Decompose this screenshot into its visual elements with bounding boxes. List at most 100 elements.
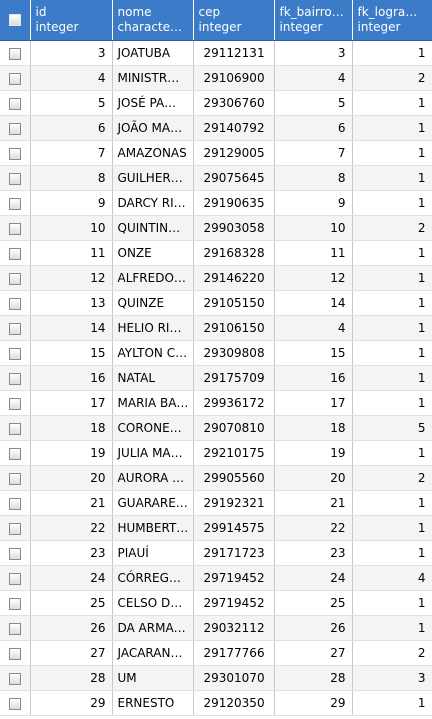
cell-fk-logradouro[interactable]: 2 (352, 465, 432, 491)
table-row[interactable]: 14 HELIO RI… 29106150 4 1 (0, 315, 432, 341)
cell-nome[interactable]: QUINTIN… (112, 215, 194, 241)
cell-fk-logradouro[interactable]: 1 (352, 390, 432, 416)
cell-nome[interactable]: HUMBERT… (112, 515, 194, 541)
cell-nome[interactable]: GUARARE… (112, 490, 194, 516)
cell-cep[interactable]: 29190635 (193, 190, 275, 216)
cell-id[interactable]: 22 (30, 515, 113, 541)
table-row[interactable]: 10 QUINTIN… 29903058 10 2 (0, 215, 432, 241)
column-header-fk-bairro[interactable]: fk_bairro… integer (274, 0, 353, 41)
cell-nome[interactable]: MINISTR… (112, 65, 194, 91)
cell-fk-bairro[interactable]: 11 (274, 240, 353, 266)
cell-cep[interactable]: 29903058 (193, 215, 275, 241)
cell-fk-logradouro[interactable]: 1 (352, 140, 432, 166)
column-header-nome[interactable]: nome characte… (112, 0, 194, 41)
row-select-checkbox[interactable] (0, 390, 31, 416)
table-row[interactable]: 7 AMAZONAS 29129005 7 1 (0, 140, 432, 166)
row-select-checkbox[interactable] (0, 515, 31, 541)
cell-fk-logradouro[interactable]: 4 (352, 565, 432, 591)
cell-fk-logradouro[interactable]: 1 (352, 490, 432, 516)
row-select-checkbox[interactable] (0, 65, 31, 91)
cell-cep[interactable]: 29106150 (193, 315, 275, 341)
cell-cep[interactable]: 29129005 (193, 140, 275, 166)
cell-cep[interactable]: 29070810 (193, 415, 275, 441)
cell-fk-bairro[interactable]: 25 (274, 590, 353, 616)
cell-cep[interactable]: 29075645 (193, 165, 275, 191)
cell-fk-logradouro[interactable]: 2 (352, 640, 432, 666)
cell-fk-bairro[interactable]: 24 (274, 565, 353, 591)
cell-fk-logradouro[interactable]: 1 (352, 340, 432, 366)
cell-fk-logradouro[interactable]: 1 (352, 165, 432, 191)
cell-nome[interactable]: AURORA … (112, 465, 194, 491)
column-header-fk-logradouro[interactable]: fk_logra… integer (352, 0, 432, 41)
cell-cep[interactable]: 29914575 (193, 515, 275, 541)
cell-nome[interactable]: CELSO D… (112, 590, 194, 616)
row-select-checkbox[interactable] (0, 165, 31, 191)
cell-nome[interactable]: ERNESTO (112, 690, 194, 716)
cell-id[interactable]: 25 (30, 590, 113, 616)
cell-cep[interactable]: 29936172 (193, 390, 275, 416)
cell-fk-logradouro[interactable]: 1 (352, 590, 432, 616)
table-row[interactable]: 17 MARIA BA… 29936172 17 1 (0, 390, 432, 416)
row-select-checkbox[interactable] (0, 240, 31, 266)
cell-nome[interactable]: QUINZE (112, 290, 194, 316)
row-select-checkbox[interactable] (0, 565, 31, 591)
row-select-checkbox[interactable] (0, 40, 31, 66)
cell-fk-bairro[interactable]: 22 (274, 515, 353, 541)
cell-id[interactable]: 4 (30, 65, 113, 91)
table-row[interactable]: 28 UM 29301070 28 3 (0, 665, 432, 691)
cell-id[interactable]: 12 (30, 265, 113, 291)
cell-id[interactable]: 19 (30, 440, 113, 466)
row-select-checkbox[interactable] (0, 115, 31, 141)
row-select-checkbox[interactable] (0, 265, 31, 291)
cell-cep[interactable]: 29719452 (193, 565, 275, 591)
cell-fk-bairro[interactable]: 6 (274, 115, 353, 141)
table-row[interactable]: 11 ONZE 29168328 11 1 (0, 240, 432, 266)
row-select-checkbox[interactable] (0, 140, 31, 166)
cell-fk-bairro[interactable]: 15 (274, 340, 353, 366)
row-select-checkbox[interactable] (0, 340, 31, 366)
cell-fk-bairro[interactable]: 12 (274, 265, 353, 291)
cell-nome[interactable]: UM (112, 665, 194, 691)
row-select-checkbox[interactable] (0, 440, 31, 466)
cell-id[interactable]: 15 (30, 340, 113, 366)
table-row[interactable]: 6 JOÃO MA… 29140792 6 1 (0, 115, 432, 141)
cell-id[interactable]: 9 (30, 190, 113, 216)
cell-id[interactable]: 18 (30, 415, 113, 441)
cell-nome[interactable]: ONZE (112, 240, 194, 266)
row-select-checkbox[interactable] (0, 490, 31, 516)
cell-fk-logradouro[interactable]: 1 (352, 365, 432, 391)
cell-fk-bairro[interactable]: 9 (274, 190, 353, 216)
cell-id[interactable]: 28 (30, 665, 113, 691)
row-select-checkbox[interactable] (0, 415, 31, 441)
table-row[interactable]: 3 JOATUBA 29112131 3 1 (0, 40, 432, 66)
cell-id[interactable]: 17 (30, 390, 113, 416)
cell-fk-logradouro[interactable]: 2 (352, 215, 432, 241)
cell-nome[interactable]: GUILHER… (112, 165, 194, 191)
cell-fk-bairro[interactable]: 16 (274, 365, 353, 391)
cell-fk-logradouro[interactable]: 2 (352, 65, 432, 91)
cell-nome[interactable]: CÓRREG… (112, 565, 194, 591)
cell-fk-logradouro[interactable]: 1 (352, 90, 432, 116)
row-select-checkbox[interactable] (0, 365, 31, 391)
row-select-checkbox[interactable] (0, 290, 31, 316)
cell-fk-logradouro[interactable]: 1 (352, 40, 432, 66)
cell-id[interactable]: 11 (30, 240, 113, 266)
table-row[interactable]: 23 PIAUÍ 29171723 23 1 (0, 540, 432, 566)
cell-nome[interactable]: AYLTON C… (112, 340, 194, 366)
cell-fk-bairro[interactable]: 18 (274, 415, 353, 441)
cell-id[interactable]: 7 (30, 140, 113, 166)
cell-fk-logradouro[interactable]: 1 (352, 515, 432, 541)
table-row[interactable]: 5 JOSÉ PA… 29306760 5 1 (0, 90, 432, 116)
cell-nome[interactable]: NATAL (112, 365, 194, 391)
table-row[interactable]: 8 GUILHER… 29075645 8 1 (0, 165, 432, 191)
cell-id[interactable]: 5 (30, 90, 113, 116)
cell-fk-bairro[interactable]: 8 (274, 165, 353, 191)
cell-nome[interactable]: DARCY RI… (112, 190, 194, 216)
cell-cep[interactable]: 29177766 (193, 640, 275, 666)
table-row[interactable]: 19 JULIA MA… 29210175 19 1 (0, 440, 432, 466)
column-header-cep[interactable]: cep integer (193, 0, 275, 41)
table-row[interactable]: 15 AYLTON C… 29309808 15 1 (0, 340, 432, 366)
cell-nome[interactable]: AMAZONAS (112, 140, 194, 166)
table-row[interactable]: 24 CÓRREG… 29719452 24 4 (0, 565, 432, 591)
cell-fk-bairro[interactable]: 21 (274, 490, 353, 516)
